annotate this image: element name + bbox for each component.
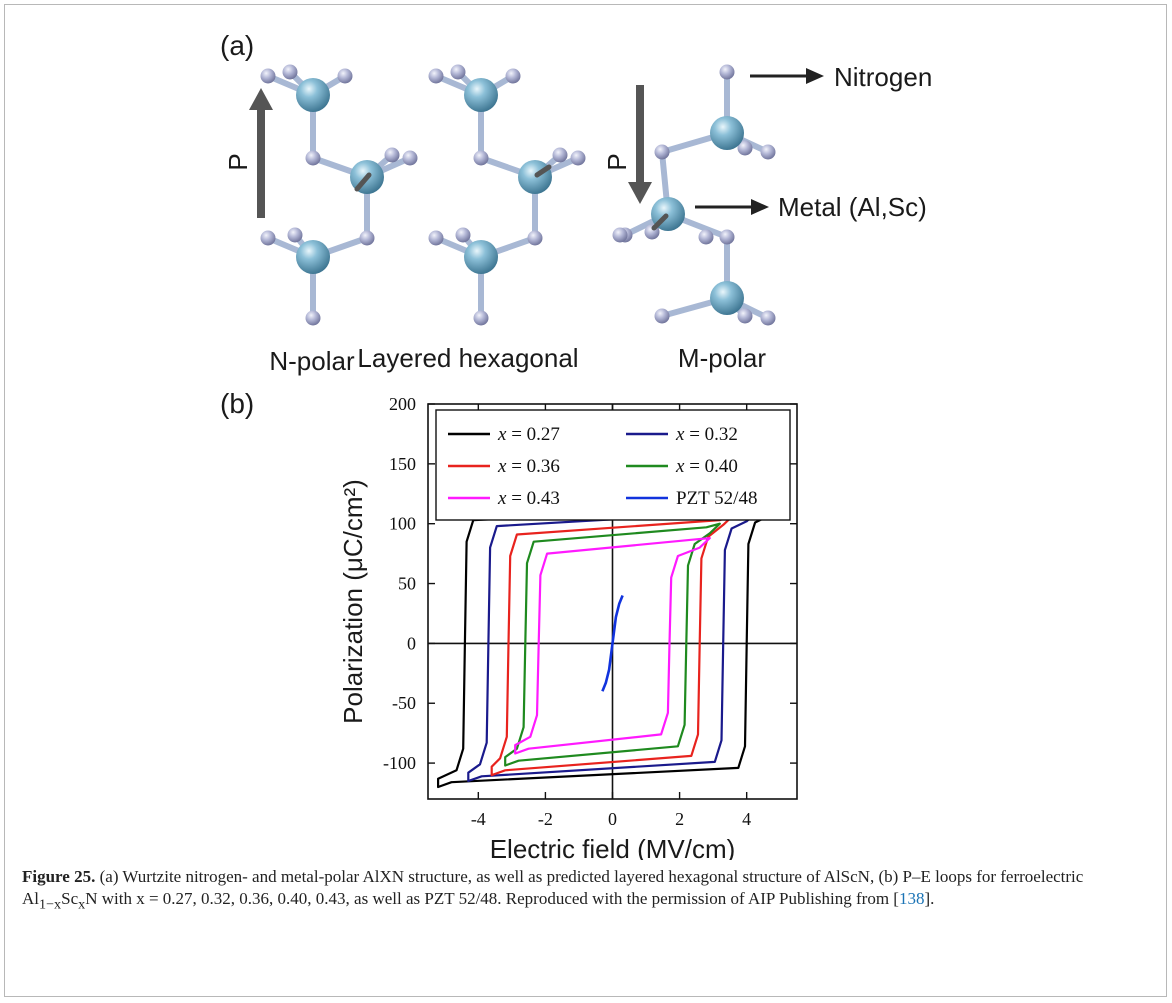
nitrogen-atom bbox=[428, 230, 444, 246]
caption-figure-label: Figure 25. bbox=[22, 867, 96, 886]
nitrogen-atom bbox=[282, 64, 298, 80]
legend-entry: x = 0.27 bbox=[497, 424, 560, 445]
bond bbox=[651, 213, 669, 231]
nitrogen-atom bbox=[612, 227, 628, 243]
nitrogen-atom bbox=[450, 64, 466, 80]
bond bbox=[534, 164, 552, 178]
panel-b-chart: -100 -50 0 50 100 150 200 -4 -2 0 2 4 Electric field… bbox=[338, 394, 798, 860]
nitrogen-atom bbox=[737, 308, 753, 324]
panel-a-label: (a) bbox=[220, 30, 255, 61]
bond bbox=[354, 172, 372, 192]
nitrogen-atom bbox=[570, 150, 586, 166]
nitrogen-atom bbox=[654, 144, 670, 160]
nitrogen-atom bbox=[760, 144, 776, 160]
panel-b-label: (b) bbox=[220, 388, 255, 419]
x-tick-label: 4 bbox=[742, 809, 751, 829]
nitrogen-atom bbox=[260, 68, 276, 84]
nitrogen-atom bbox=[359, 230, 375, 246]
nitrogen-atom bbox=[402, 150, 418, 166]
metal-atom bbox=[710, 281, 744, 315]
structure-label-m-polar: M-polar bbox=[678, 343, 766, 373]
y-tick-label: -100 bbox=[383, 753, 416, 773]
metal-atom bbox=[464, 78, 498, 112]
polarization-arrowhead-up bbox=[249, 88, 273, 110]
metal-pointer-arrowhead bbox=[751, 199, 769, 215]
nitrogen-atom bbox=[505, 68, 521, 84]
series-line-pzt bbox=[601, 595, 624, 692]
nitrogen-atom bbox=[384, 147, 400, 163]
nitrogen-atom bbox=[527, 230, 543, 246]
series-loop-1 bbox=[467, 510, 758, 783]
x-axis-label: Electric field (MV/cm) bbox=[490, 834, 736, 860]
nitrogen-atom bbox=[719, 229, 735, 245]
figure-caption: Figure 25. (a) Wurtzite nitrogen- and me… bbox=[22, 866, 1152, 915]
y-tick-label: 200 bbox=[389, 394, 416, 414]
nitrogen-atom bbox=[473, 150, 489, 166]
nitrogen-atom bbox=[760, 310, 776, 326]
caption-text-1: (a) Wurtzite nitrogen- and metal-polar A… bbox=[22, 867, 1084, 908]
nitrogen-atom bbox=[473, 310, 489, 326]
x-tick-label: 0 bbox=[608, 809, 617, 829]
nitrogen-atom bbox=[737, 140, 753, 156]
panel-a: P P Nitrogen Metal (Al,Sc) N-polar Layered he… bbox=[223, 62, 932, 376]
metal-atom bbox=[296, 78, 330, 112]
nitrogen-atom bbox=[455, 227, 471, 243]
series-loop-3 bbox=[504, 522, 721, 767]
nitrogen-atom bbox=[337, 68, 353, 84]
caption-text-4: ]. bbox=[924, 889, 935, 908]
x-tick-label: 2 bbox=[675, 809, 684, 829]
caption-text-2: Sc bbox=[61, 889, 79, 908]
polarization-arrowhead-down bbox=[628, 182, 652, 204]
legend-entry: x = 0.43 bbox=[497, 488, 560, 509]
nitrogen-atom bbox=[552, 147, 568, 163]
nitrogen-atom bbox=[654, 308, 670, 324]
nitrogen-atom bbox=[719, 64, 735, 80]
x-tick-label: -4 bbox=[471, 809, 486, 829]
y-tick-label: -50 bbox=[392, 693, 416, 713]
legend-entry: x = 0.32 bbox=[675, 424, 738, 445]
metal-atom bbox=[518, 160, 552, 194]
nitrogen-atom bbox=[305, 310, 321, 326]
series-loop-4 bbox=[514, 537, 711, 755]
legend-box bbox=[435, 409, 791, 521]
caption-text-3: N with x = 0.27, 0.32, 0.36, 0.40, 0.43,… bbox=[85, 889, 899, 908]
polarization-label-n-polar: P bbox=[223, 153, 253, 170]
x-tick-label: -2 bbox=[538, 809, 553, 829]
metal-legend-label: Metal (Al,Sc) bbox=[778, 192, 927, 222]
nitrogen-atom bbox=[287, 227, 303, 243]
nitrogen-pointer-arrowhead bbox=[806, 68, 824, 84]
y-tick-label: 50 bbox=[398, 574, 416, 594]
polarization-label-m-polar: P bbox=[602, 153, 632, 170]
nitrogen-atom bbox=[698, 229, 714, 245]
y-tick-label: 100 bbox=[389, 514, 416, 534]
legend-entry: x = 0.40 bbox=[675, 456, 738, 477]
y-tick-label: 150 bbox=[389, 454, 416, 474]
y-tick-label: 0 bbox=[407, 633, 416, 653]
metal-atom bbox=[710, 116, 744, 150]
nitrogen-atom bbox=[260, 230, 276, 246]
structure-label-n-polar: N-polar bbox=[269, 346, 355, 376]
metal-atom bbox=[464, 240, 498, 274]
metal-atom bbox=[296, 240, 330, 274]
legend-entry: PZT 52/48 bbox=[676, 488, 757, 509]
caption-sub-1: 1−x bbox=[39, 896, 62, 913]
y-axis-label: Polarization (μC/cm²) bbox=[338, 479, 368, 724]
nitrogen-legend-label: Nitrogen bbox=[834, 62, 932, 92]
nitrogen-atom bbox=[305, 150, 321, 166]
structure-label-layered-hexagonal: Layered hexagonal bbox=[357, 343, 578, 373]
figure-canvas: P P Nitrogen Metal (Al,Sc) N-polar Layered he… bbox=[223, 62, 932, 860]
series-loop-2 bbox=[490, 514, 735, 777]
caption-reference-link[interactable]: 138 bbox=[898, 889, 925, 908]
caption-sub-2: x bbox=[78, 896, 86, 913]
nitrogen-atom bbox=[428, 68, 444, 84]
legend-entry: x = 0.36 bbox=[497, 456, 560, 477]
